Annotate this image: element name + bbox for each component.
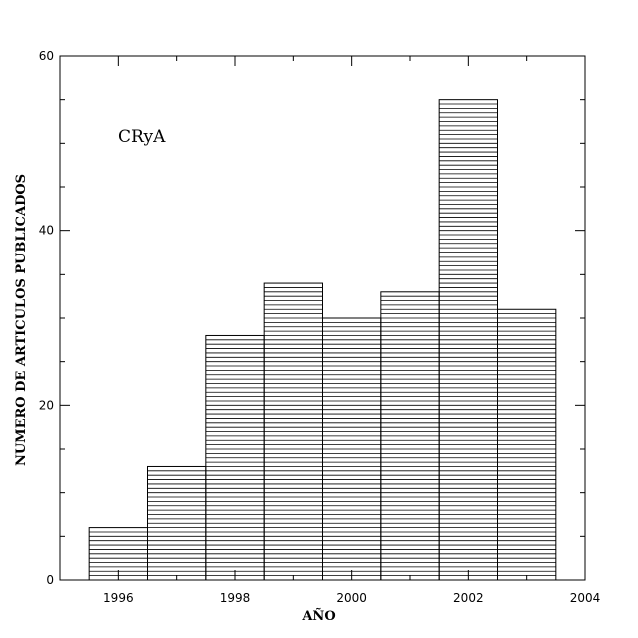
x-tick-label: 2004 [570,591,601,605]
bar-1998 [205,334,265,581]
x-axis-label: AÑO [301,608,335,624]
bars-group [88,99,557,581]
x-tick-label: 2000 [336,591,367,605]
y-tick-label: 40 [39,224,54,238]
chart-annotation: CRyA [118,127,166,147]
y-tick-label: 20 [39,398,54,412]
bar-2000 [322,317,382,581]
bar-1997 [147,465,207,581]
bar-1999 [263,282,323,581]
y-tick-label: 60 [39,49,54,63]
x-tick-label: 2002 [453,591,484,605]
ticks-group: 1996 1998 2000 2002 2004 0 20 40 60 [39,49,601,605]
bar-2003 [497,308,557,581]
x-tick-label: 1996 [103,591,134,605]
bar-2001 [380,291,440,581]
bar-2002 [438,99,498,581]
y-tick-label: 0 [46,573,54,587]
y-axis-label: NUMERO DE ARTICULOS PUBLICADOS [14,174,29,466]
x-tick-label: 1998 [220,591,251,605]
